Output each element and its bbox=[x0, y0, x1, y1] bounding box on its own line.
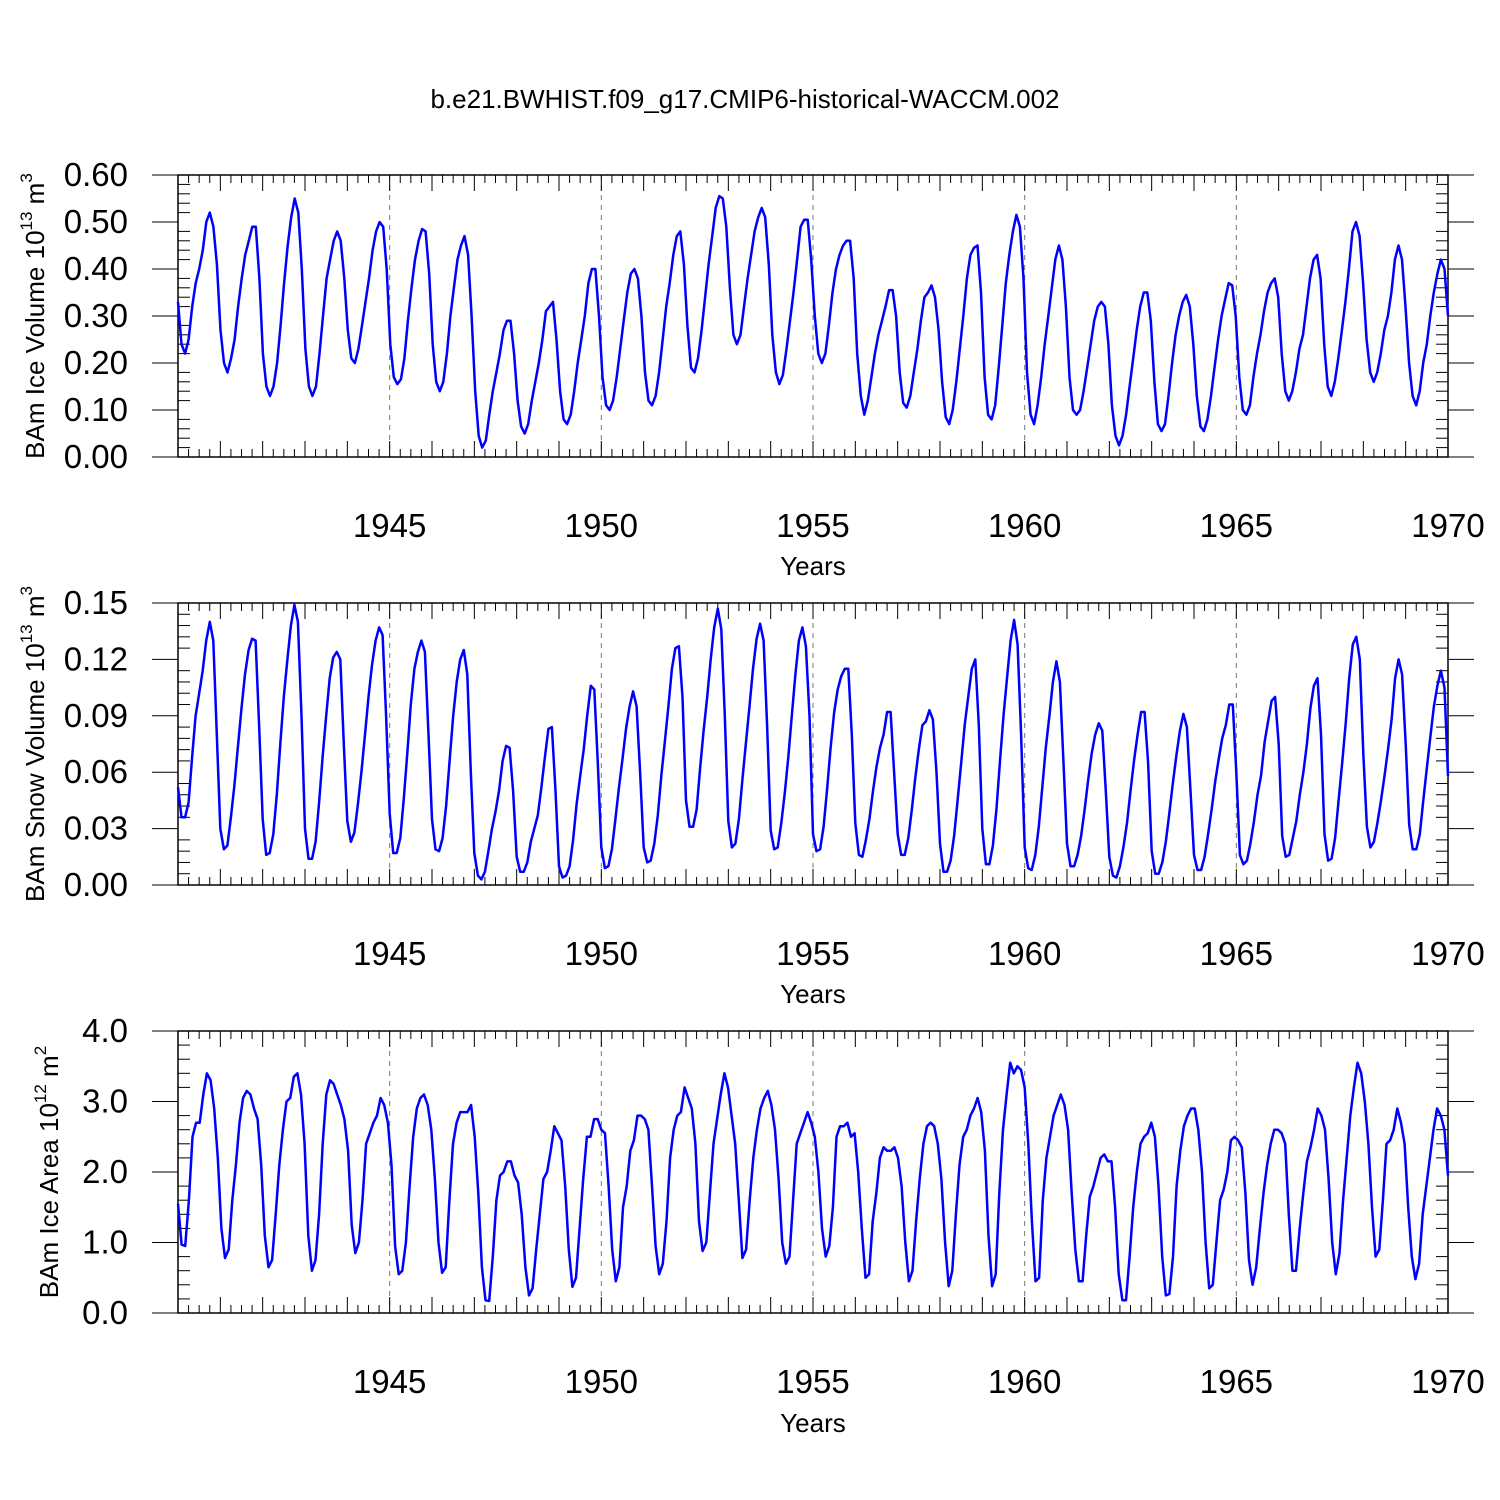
ice-volume-y-title-exp: 13 bbox=[17, 212, 36, 231]
ice-volume-y-axis-title: BAm Ice Volume 1013 m3 bbox=[17, 173, 50, 459]
ice-volume-panel: 0.00 0.10 0.20 0.30 0.40 0.50 0.60 1945 1950 195… bbox=[17, 156, 1485, 581]
ice-area-y-title-unit: m bbox=[34, 1055, 64, 1084]
ice-volume-ticks bbox=[152, 174, 1474, 458]
snow-volume-panel: 0.00 0.03 0.06 0.09 0.12 0.15 1945 1950 1955 196… bbox=[17, 584, 1485, 1009]
ice-area-y-title-main: BAm Ice Area 10 bbox=[34, 1103, 64, 1298]
ice-volume-x-tick-label: 1965 bbox=[1200, 507, 1273, 544]
ice-area-x-tick-label: 1960 bbox=[988, 1363, 1061, 1400]
ice-area-x-tick-label: 1950 bbox=[565, 1363, 638, 1400]
snow-volume-x-tick-labels: 1945 1950 1955 1960 1965 1970 bbox=[353, 935, 1485, 972]
ice-volume-x-tick-label: 1960 bbox=[988, 507, 1061, 544]
ice-volume-x-tick-labels: 1945 1950 1955 1960 1965 1970 bbox=[353, 507, 1485, 544]
ice-area-y-tick-label: 1.0 bbox=[82, 1224, 128, 1261]
ice-area-x-tick-labels: 1945 1950 1955 1960 1965 1970 bbox=[353, 1363, 1485, 1400]
ice-volume-x-tick-label: 1955 bbox=[776, 507, 849, 544]
ice-area-y-tick-label: 0.0 bbox=[82, 1294, 128, 1331]
snow-volume-x-tick-label: 1960 bbox=[988, 935, 1061, 972]
ice-area-ticks bbox=[152, 1030, 1474, 1314]
ice-area-x-tick-label: 1965 bbox=[1200, 1363, 1273, 1400]
ice-volume-y-title-unit: m bbox=[20, 183, 50, 212]
snow-volume-y-axis-title: BAm Snow Volume 1013 m3 bbox=[17, 586, 50, 902]
ice-volume-y-tick-label: 0.30 bbox=[64, 297, 128, 334]
ice-area-y-tick-label: 4.0 bbox=[82, 1012, 128, 1049]
snow-volume-x-tick-label: 1970 bbox=[1411, 935, 1484, 972]
snow-volume-y-tick-label: 0.09 bbox=[64, 697, 128, 734]
ice-volume-y-tick-label: 0.60 bbox=[64, 156, 128, 193]
snow-volume-x-tick-label: 1955 bbox=[776, 935, 849, 972]
ice-volume-y-tick-label: 0.50 bbox=[64, 203, 128, 240]
ice-area-panel: 0.0 1.0 2.0 3.0 4.0 1945 1950 1955 1960 1965 1970… bbox=[31, 1012, 1485, 1438]
ice-area-y-title-unit-exp: 2 bbox=[31, 1046, 50, 1055]
ice-volume-x-tick-label: 1945 bbox=[353, 507, 426, 544]
snow-volume-x-axis-title: Years bbox=[780, 979, 846, 1009]
snow-volume-y-tick-label: 0.06 bbox=[64, 753, 128, 790]
ice-volume-y-title-main: BAm Ice Volume 10 bbox=[20, 230, 50, 458]
snow-volume-y-tick-label: 0.12 bbox=[64, 640, 128, 677]
snow-volume-y-title-main: BAm Snow Volume 10 bbox=[20, 643, 50, 902]
snow-volume-series-line bbox=[176, 603, 1450, 881]
ice-volume-y-title-unit-exp: 3 bbox=[17, 173, 36, 182]
snow-volume-y-tick-label: 0.03 bbox=[64, 810, 128, 847]
snow-volume-y-tick-label: 0.15 bbox=[64, 584, 128, 621]
ice-volume-y-tick-label: 0.20 bbox=[64, 344, 128, 381]
ice-area-x-axis-title: Years bbox=[780, 1408, 846, 1438]
ice-area-y-title-exp: 12 bbox=[31, 1084, 50, 1103]
ice-area-y-tick-label: 2.0 bbox=[82, 1153, 128, 1190]
ice-area-x-tick-label: 1970 bbox=[1411, 1363, 1484, 1400]
snow-volume-y-title-unit-exp: 3 bbox=[17, 586, 36, 595]
snow-volume-x-tick-label: 1950 bbox=[565, 935, 638, 972]
snow-volume-y-title-unit: m bbox=[20, 595, 50, 624]
snow-volume-y-tick-labels: 0.00 0.03 0.06 0.09 0.12 0.15 bbox=[64, 584, 128, 903]
snow-volume-y-title-exp: 13 bbox=[17, 624, 36, 643]
ice-area-grid bbox=[389, 1031, 1237, 1313]
ice-area-series-line bbox=[176, 1061, 1450, 1303]
ice-area-x-tick-label: 1945 bbox=[353, 1363, 426, 1400]
figure-title: b.e21.BWHIST.f09_g17.CMIP6-historical-WA… bbox=[430, 84, 1059, 114]
ice-volume-y-tick-label: 0.00 bbox=[64, 438, 128, 475]
ice-volume-y-tick-labels: 0.00 0.10 0.20 0.30 0.40 0.50 0.60 bbox=[64, 156, 128, 475]
ice-volume-x-tick-label: 1950 bbox=[565, 507, 638, 544]
ice-area-y-axis-title: BAm Ice Area 1012 m2 bbox=[31, 1046, 64, 1298]
snow-volume-x-tick-label: 1945 bbox=[353, 935, 426, 972]
ice-area-x-tick-label: 1955 bbox=[776, 1363, 849, 1400]
snow-volume-y-tick-label: 0.00 bbox=[64, 866, 128, 903]
ice-volume-y-tick-label: 0.10 bbox=[64, 391, 128, 428]
ice-volume-x-tick-label: 1970 bbox=[1411, 507, 1484, 544]
snow-volume-x-tick-label: 1965 bbox=[1200, 935, 1273, 972]
ice-volume-x-axis-title: Years bbox=[780, 551, 846, 581]
ice-volume-grid bbox=[389, 175, 1237, 457]
ice-area-y-tick-labels: 0.0 1.0 2.0 3.0 4.0 bbox=[82, 1012, 128, 1331]
ice-volume-series-line bbox=[176, 194, 1450, 449]
snow-volume-frame bbox=[177, 602, 1449, 886]
ice-volume-y-tick-label: 0.40 bbox=[64, 250, 128, 287]
ice-area-y-tick-label: 3.0 bbox=[82, 1083, 128, 1120]
